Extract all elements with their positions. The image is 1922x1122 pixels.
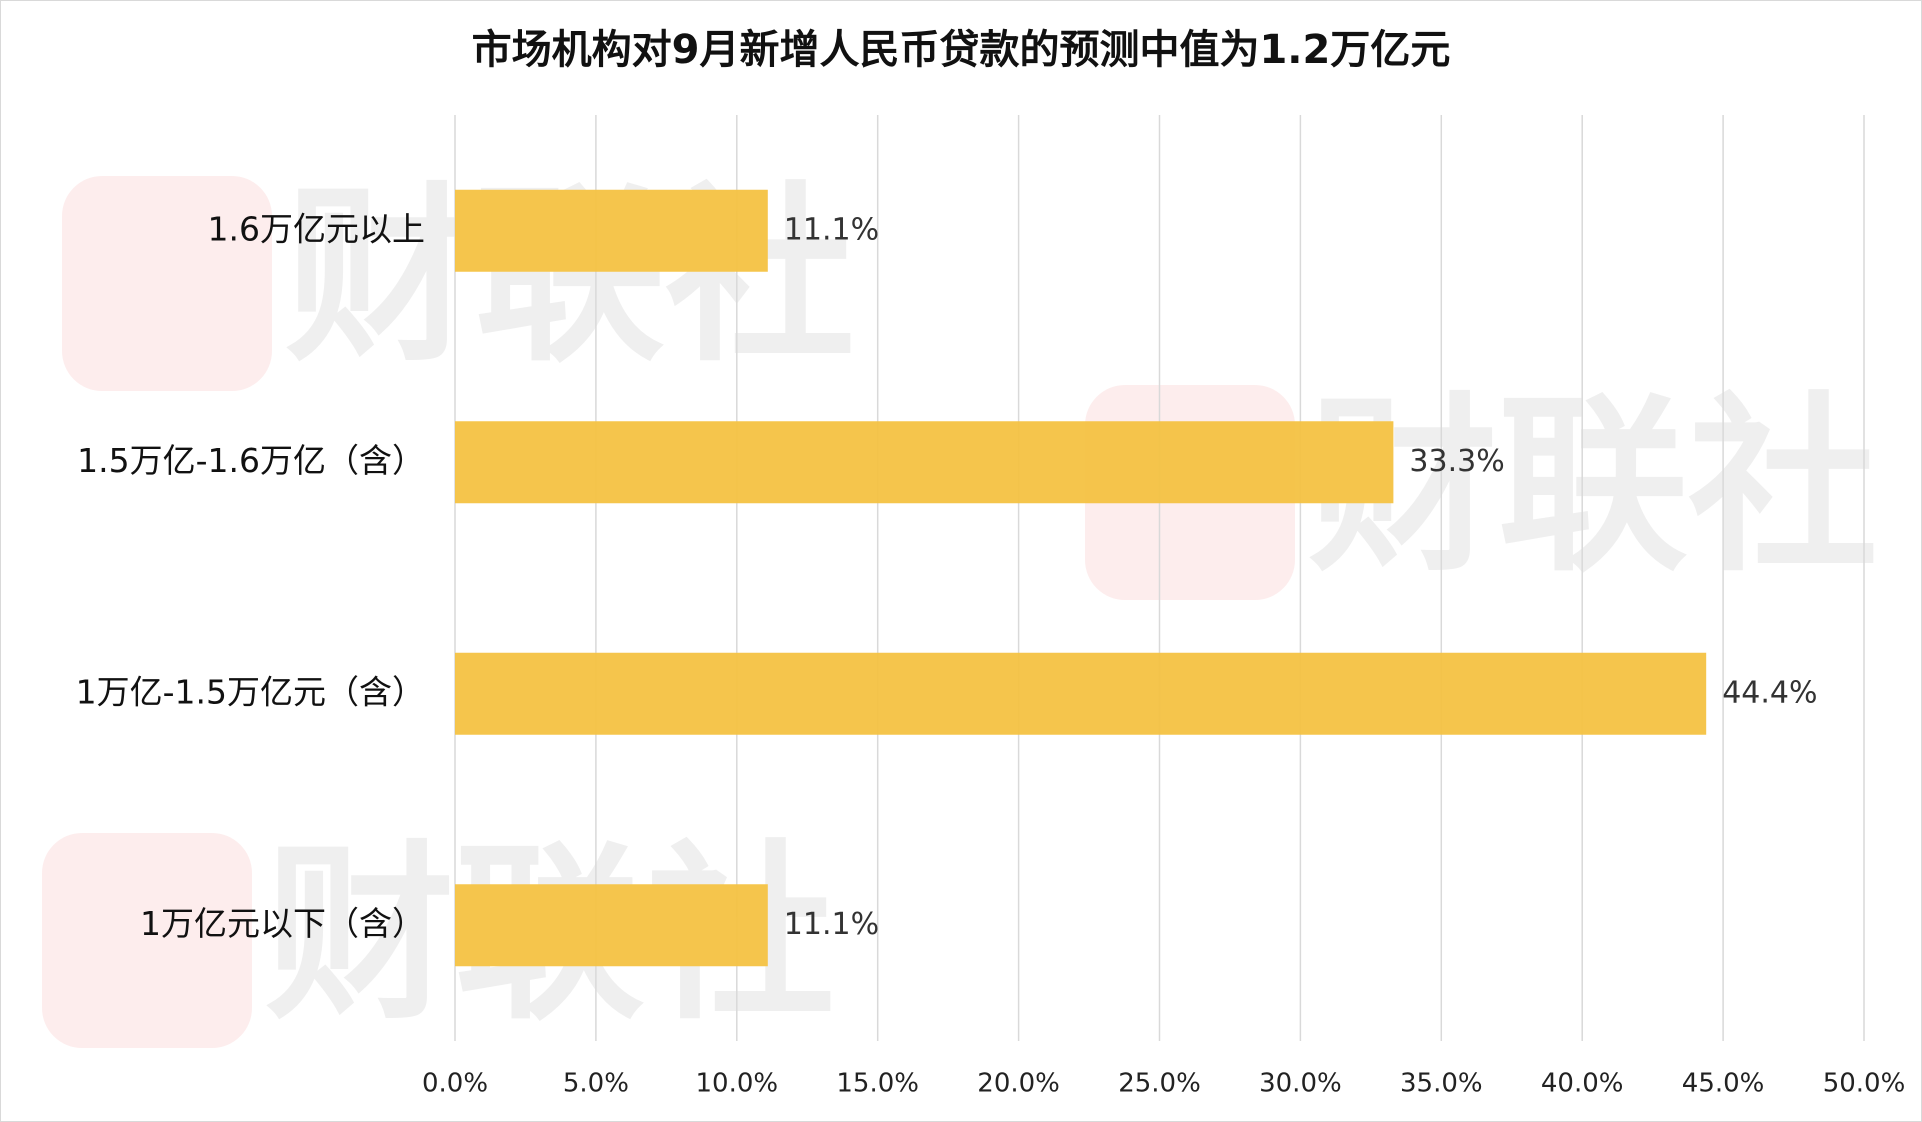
y-tick-label: 1万亿-1.5万亿元（含）: [76, 672, 425, 711]
bar: [455, 421, 1394, 504]
x-tick-label: 25.0%: [1118, 1069, 1201, 1099]
watermark-text: 财联社: [1308, 376, 1878, 597]
x-tick-label: 15.0%: [836, 1069, 919, 1099]
watermark: 财联社 财联社 财联社: [42, 166, 1878, 1048]
x-tick-label: 30.0%: [1259, 1069, 1342, 1099]
x-tick-label: 35.0%: [1400, 1069, 1483, 1099]
y-tick-label: 1万亿元以下（含）: [140, 904, 425, 943]
x-tick-label: 50.0%: [1823, 1069, 1906, 1099]
bar: [455, 189, 768, 272]
y-tick-label: 1.6万亿元以上: [208, 209, 425, 248]
data-label: 44.4%: [1722, 675, 1817, 710]
x-tick-label: 20.0%: [977, 1069, 1060, 1099]
y-tick-label: 1.5万亿-1.6万亿（含）: [77, 441, 425, 480]
data-label: 11.1%: [784, 907, 879, 942]
data-label: 33.3%: [1409, 444, 1504, 479]
x-tick-label: 0.0%: [422, 1069, 488, 1099]
bar: [455, 884, 768, 967]
x-tick-label: 40.0%: [1541, 1069, 1624, 1099]
x-tick-label: 10.0%: [695, 1069, 778, 1099]
bar: [455, 652, 1707, 735]
chart-title: 市场机构对9月新增人民币贷款的预测中值为1.2万亿元: [472, 27, 1451, 73]
data-label: 11.1%: [784, 212, 879, 247]
x-tick-label: 5.0%: [563, 1069, 629, 1099]
x-tick-label: 45.0%: [1682, 1069, 1765, 1099]
